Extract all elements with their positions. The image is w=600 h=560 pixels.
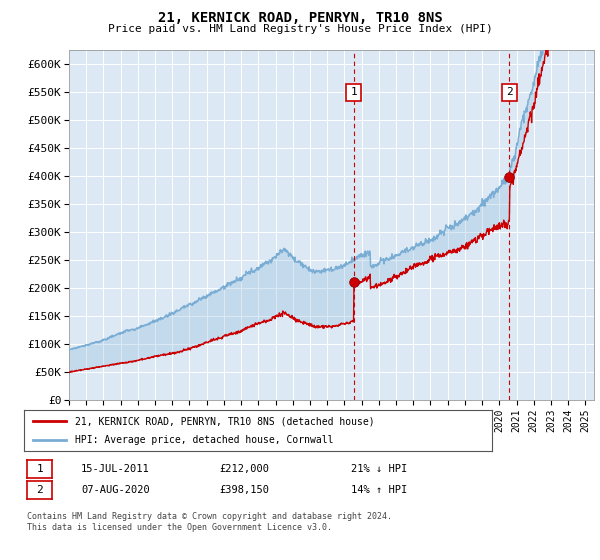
Text: HPI: Average price, detached house, Cornwall: HPI: Average price, detached house, Corn… [76,435,334,445]
Text: 1: 1 [36,464,43,474]
Text: Contains HM Land Registry data © Crown copyright and database right 2024.
This d: Contains HM Land Registry data © Crown c… [27,512,392,532]
Text: 14% ↑ HPI: 14% ↑ HPI [351,485,407,495]
Text: Price paid vs. HM Land Registry's House Price Index (HPI): Price paid vs. HM Land Registry's House … [107,24,493,34]
Text: £212,000: £212,000 [219,464,269,474]
Text: 1: 1 [350,87,357,97]
Text: 21, KERNICK ROAD, PENRYN, TR10 8NS (detached house): 21, KERNICK ROAD, PENRYN, TR10 8NS (deta… [76,417,375,426]
Text: 2: 2 [36,485,43,495]
Text: 15-JUL-2011: 15-JUL-2011 [81,464,150,474]
Text: 21, KERNICK ROAD, PENRYN, TR10 8NS: 21, KERNICK ROAD, PENRYN, TR10 8NS [158,11,442,25]
Text: 21% ↓ HPI: 21% ↓ HPI [351,464,407,474]
Text: 07-AUG-2020: 07-AUG-2020 [81,485,150,495]
Text: £398,150: £398,150 [219,485,269,495]
Text: 2: 2 [506,87,513,97]
